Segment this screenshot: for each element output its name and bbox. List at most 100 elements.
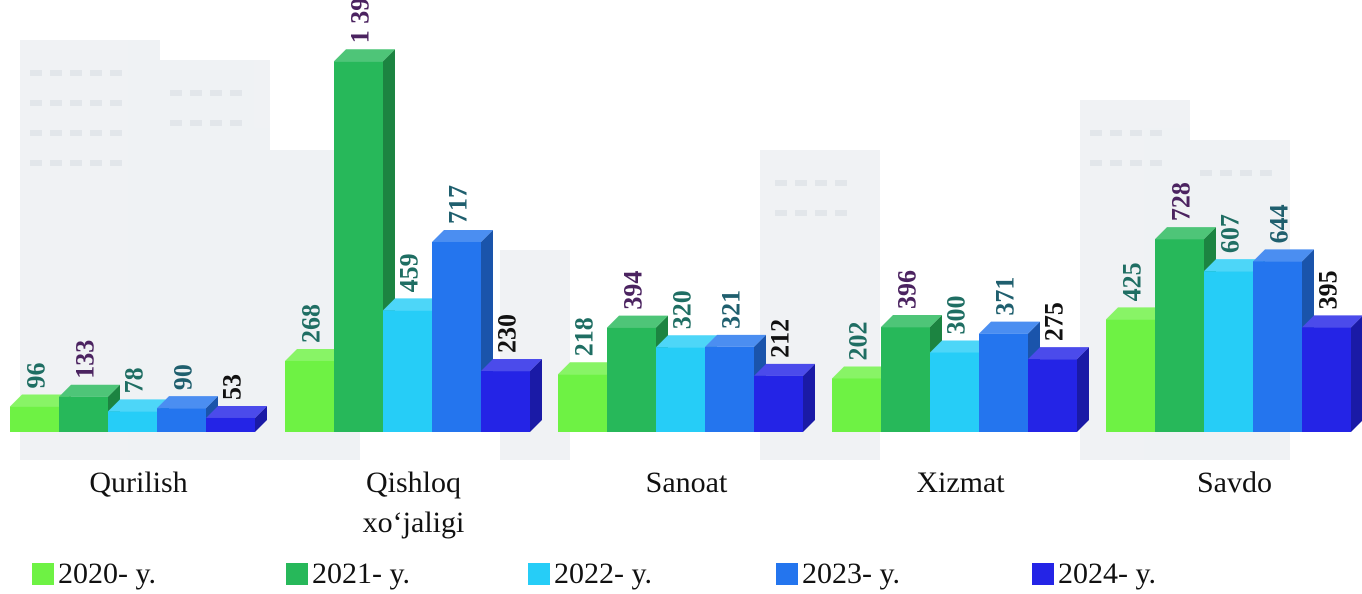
bar-front — [432, 241, 481, 432]
bar-front — [930, 352, 979, 432]
bar-top — [432, 229, 493, 242]
bar-front — [705, 346, 754, 432]
bar-top — [206, 405, 267, 418]
legend-label: 2022- y. — [554, 557, 653, 590]
legend: 2020- y. 2021- y. 2022- y. 2023- y. 2024- y. — [32, 556, 1362, 592]
data-label: 230 — [493, 314, 522, 353]
bar-top — [1253, 249, 1314, 262]
bar-side — [255, 405, 267, 432]
category-label: Xizmat — [916, 466, 1005, 499]
bar-group: 96 133 78 90 53 — [10, 340, 267, 432]
data-label: 607 — [1216, 214, 1245, 253]
bar-front — [656, 347, 705, 432]
data-label: 202 — [844, 321, 873, 360]
legend-label: 2021- y. — [312, 557, 411, 590]
bar-top — [754, 363, 815, 376]
data-label: 1 399 — [346, 0, 375, 43]
legend-swatch — [776, 563, 798, 585]
bar-top — [108, 399, 169, 412]
legend-swatch — [32, 563, 54, 585]
bar-top — [334, 49, 395, 62]
bar-group: 268 1 399 459 717 230 — [285, 0, 542, 432]
bar-front — [881, 327, 930, 432]
bar-front — [979, 333, 1028, 432]
bar-top — [1155, 227, 1216, 240]
bar-top — [157, 396, 218, 409]
data-label: 90 — [169, 364, 198, 390]
bar-top — [10, 394, 71, 407]
bar-side — [530, 359, 542, 432]
legend-item: 2022- y. — [528, 556, 652, 592]
bar-front — [558, 374, 607, 432]
bar-front — [1253, 261, 1302, 432]
data-label: 394 — [619, 271, 648, 310]
data-label: 53 — [218, 374, 247, 400]
legend-label: 2024- y. — [1058, 557, 1157, 590]
legend-label: 2020- y. — [58, 557, 157, 590]
bar-front — [334, 61, 383, 432]
bar-side — [1077, 347, 1089, 432]
bar-top — [383, 298, 444, 311]
legend-swatch — [286, 563, 308, 585]
data-label: 395 — [1314, 270, 1343, 309]
data-label: 321 — [717, 290, 746, 329]
bar-front — [1302, 327, 1351, 432]
bar-top — [930, 340, 991, 353]
bar — [1302, 315, 1362, 432]
legend-swatch — [528, 563, 550, 585]
data-label: 728 — [1167, 182, 1196, 221]
data-label: 717 — [444, 185, 473, 224]
legend-item: 2024- y. — [1032, 556, 1156, 592]
bar — [1204, 259, 1265, 432]
category-label: Sanoat — [646, 466, 728, 499]
bar-top — [705, 334, 766, 347]
bar-group: 202 396 300 371 275 — [832, 270, 1089, 432]
bar — [1028, 347, 1089, 432]
bar — [334, 49, 395, 432]
category-label: xo‘jaligi — [363, 506, 465, 539]
bar-group: 425 728 607 644 395 — [1106, 182, 1362, 432]
bar-top — [881, 315, 942, 328]
bar-front — [754, 375, 803, 432]
data-label: 133 — [71, 340, 100, 379]
data-label: 300 — [942, 296, 971, 335]
bar — [754, 363, 815, 432]
bar-front — [1106, 319, 1155, 432]
bar-front — [157, 408, 206, 432]
category-label: Qishloq — [366, 466, 461, 499]
legend-label: 2023- y. — [802, 557, 901, 590]
data-label: 212 — [766, 319, 795, 358]
bar-front — [481, 371, 530, 432]
bar-group: 218 394 320 321 212 — [558, 271, 815, 432]
category-label: Savdo — [1197, 466, 1272, 499]
data-label: 320 — [668, 290, 697, 329]
bar-front — [1204, 271, 1253, 432]
bar-top — [607, 315, 668, 328]
bar-front — [1028, 359, 1077, 432]
bar-top — [1204, 259, 1265, 272]
bar-front — [206, 417, 255, 432]
bar-front — [383, 310, 432, 432]
bar-top — [59, 384, 120, 397]
bar-top — [1302, 315, 1362, 328]
data-label: 96 — [22, 363, 51, 389]
data-label: 78 — [120, 367, 149, 393]
data-label: 425 — [1118, 262, 1147, 301]
category-label: Qurilish — [89, 466, 187, 499]
bar — [481, 359, 542, 432]
bar-front — [832, 378, 881, 432]
bar — [979, 321, 1040, 432]
legend-item: 2021- y. — [286, 556, 410, 592]
bar-front — [59, 396, 108, 432]
bar-top — [832, 366, 893, 379]
bar-front — [285, 360, 334, 432]
legend-item: 2020- y. — [32, 556, 156, 592]
bar-top — [558, 362, 619, 375]
legend-swatch — [1032, 563, 1054, 585]
bar-side — [1351, 316, 1362, 432]
data-label: 396 — [893, 270, 922, 309]
bar-side — [803, 363, 815, 432]
data-label: 459 — [395, 253, 424, 292]
bar-top — [285, 348, 346, 361]
